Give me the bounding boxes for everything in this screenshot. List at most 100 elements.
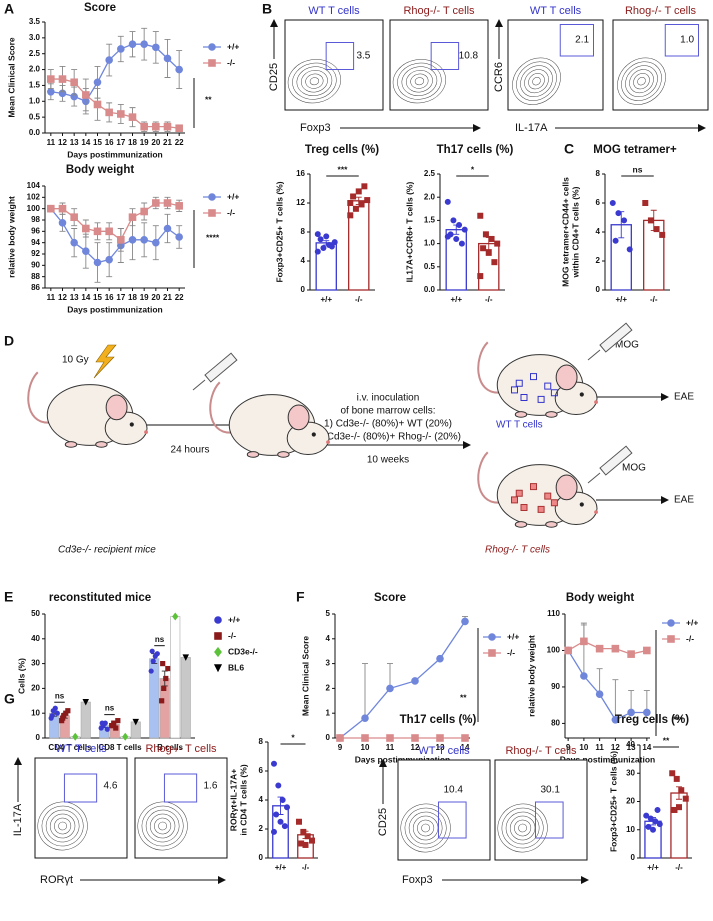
contour bbox=[532, 77, 541, 86]
y-tick-label: 2.0 bbox=[424, 192, 436, 201]
legend-label: +/+ bbox=[507, 631, 519, 641]
contour bbox=[528, 73, 545, 90]
y-tick-label: 8 bbox=[301, 227, 306, 236]
data-point bbox=[386, 684, 394, 693]
contour bbox=[158, 821, 167, 831]
data-point bbox=[642, 199, 649, 206]
y-tick-label: 3.0 bbox=[29, 33, 41, 42]
y-tick-label: 5 bbox=[326, 609, 331, 618]
data-point bbox=[163, 122, 172, 131]
contour bbox=[505, 811, 540, 845]
data-point bbox=[128, 113, 137, 121]
data-point bbox=[47, 75, 55, 83]
data-point bbox=[152, 238, 160, 247]
mouse-tail bbox=[477, 341, 501, 394]
cell-icon bbox=[515, 379, 523, 387]
data-point bbox=[643, 646, 651, 655]
x-tick-label: +/+ bbox=[647, 863, 659, 872]
data-point bbox=[458, 240, 465, 247]
contour bbox=[300, 70, 328, 93]
data-point bbox=[331, 239, 338, 246]
x-axis-label: IL-17A bbox=[515, 122, 548, 134]
data-point bbox=[82, 91, 90, 99]
data-point bbox=[105, 255, 113, 264]
mouse-foot bbox=[545, 521, 558, 528]
y-axis-label: relative body weight bbox=[526, 635, 536, 717]
contour bbox=[141, 805, 184, 847]
data-point bbox=[275, 782, 282, 789]
data-point bbox=[461, 734, 469, 742]
panel-label: E bbox=[4, 589, 13, 605]
contour bbox=[516, 61, 557, 101]
data-point bbox=[659, 231, 666, 238]
data-point bbox=[117, 110, 125, 118]
data-point bbox=[175, 65, 183, 74]
y-axis-label: Cells (%) bbox=[16, 658, 26, 694]
data-point bbox=[336, 734, 344, 742]
bar bbox=[670, 792, 688, 859]
gate bbox=[559, 24, 594, 57]
data-point bbox=[320, 244, 327, 251]
data-point bbox=[444, 233, 451, 240]
y-tick-label: 0 bbox=[326, 733, 331, 742]
data-point bbox=[132, 718, 139, 726]
syringe-needle bbox=[192, 379, 206, 391]
y-tick-label: 92 bbox=[31, 249, 40, 258]
contour bbox=[287, 59, 341, 104]
data-point bbox=[117, 236, 125, 244]
group-label: WT T cells bbox=[496, 420, 543, 431]
data-line bbox=[50, 43, 180, 103]
plot-header: WT T cells bbox=[418, 745, 470, 757]
data-point bbox=[300, 828, 307, 835]
legend-marker bbox=[208, 209, 216, 217]
y-tick-label: 1.5 bbox=[29, 81, 41, 90]
y-axis-label: MOG tetramer+CD44+ cells bbox=[560, 177, 570, 287]
data-point bbox=[149, 648, 155, 654]
x-tick-label: -/- bbox=[650, 295, 658, 304]
y-tick-label: 20 bbox=[626, 797, 635, 806]
plot-frame bbox=[507, 19, 604, 111]
legend-label: -/- bbox=[227, 207, 235, 217]
y-tick-label: 0 bbox=[631, 853, 636, 862]
y-tick-label: 2.5 bbox=[29, 49, 41, 58]
data-point bbox=[115, 718, 121, 724]
cell-icon bbox=[537, 505, 545, 513]
y-tick-label: 1.5 bbox=[424, 216, 436, 225]
data-point bbox=[154, 651, 160, 657]
contour bbox=[54, 817, 72, 835]
y-tick-label: 98 bbox=[31, 215, 40, 224]
contour bbox=[45, 809, 80, 843]
data-point bbox=[314, 248, 321, 255]
legend-marker bbox=[213, 664, 223, 673]
dose-label: 10 Gy bbox=[62, 355, 89, 366]
x-tick-label: 13 bbox=[70, 293, 79, 302]
y-tick-label: 2 bbox=[259, 824, 264, 833]
data-point bbox=[477, 273, 484, 280]
panel-label: B bbox=[262, 1, 272, 17]
data-line bbox=[50, 202, 180, 241]
mouse-foot bbox=[514, 521, 528, 528]
y-tick-label: 0 bbox=[36, 733, 41, 742]
inoculation-text: 1) Cd3e-/- (80%)+ WT (20%) bbox=[324, 419, 452, 430]
contour bbox=[629, 69, 654, 94]
contour bbox=[617, 57, 666, 105]
data-point bbox=[93, 258, 102, 267]
mouse-foot bbox=[95, 441, 108, 448]
y-tick-label: 2 bbox=[596, 256, 601, 265]
outcome-label: EAE bbox=[674, 495, 694, 506]
x-axis-label: Foxp3 bbox=[402, 874, 433, 886]
data-point bbox=[609, 199, 616, 206]
data-point bbox=[281, 823, 288, 830]
data-point bbox=[163, 675, 169, 682]
cell-icon bbox=[520, 394, 528, 401]
x-tick-label: 11 bbox=[47, 293, 56, 302]
y-tick-label: 102 bbox=[27, 192, 41, 201]
y-axis-label: CCR6 bbox=[493, 62, 505, 92]
legend-marker bbox=[667, 619, 675, 627]
mouse-ear bbox=[105, 394, 128, 421]
y-tick-label: 8 bbox=[259, 737, 264, 746]
bar bbox=[80, 701, 91, 739]
significance-label: * bbox=[471, 164, 475, 174]
data-point bbox=[65, 708, 71, 714]
